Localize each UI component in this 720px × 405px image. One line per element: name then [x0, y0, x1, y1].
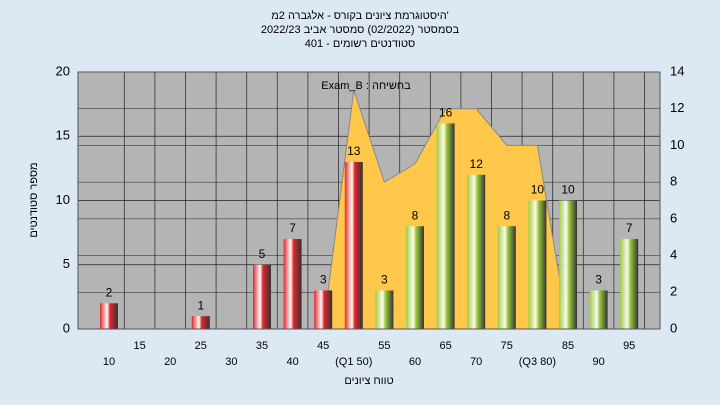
y2-tick-label: 2 — [670, 284, 677, 299]
x-tick-label: 40 — [286, 356, 298, 368]
y-tick-label: 0 — [63, 320, 70, 335]
y2-tick-label: 14 — [670, 63, 684, 78]
bar — [100, 303, 118, 329]
y2-tick-label: 0 — [670, 320, 677, 335]
data-label: 8 — [503, 208, 510, 222]
bar — [559, 200, 577, 329]
bar — [528, 200, 547, 329]
x-tick-label: 60 — [409, 356, 421, 368]
data-label: 2 — [106, 285, 113, 299]
bar — [314, 290, 333, 329]
data-label: 7 — [626, 221, 633, 235]
chart-subtitle: בסמסטר (02/2022) סמסטר אביב 2022/23 — [261, 24, 460, 36]
data-label: 10 — [531, 183, 545, 197]
bar — [283, 239, 302, 329]
x-tick-label: 75 — [501, 340, 513, 352]
chart-subtitle: סטודנטים רשומים - 401 — [305, 38, 416, 50]
data-label: 7 — [289, 221, 296, 235]
data-label: 13 — [347, 144, 361, 158]
x-tick-label: 20 — [164, 356, 176, 368]
x-tick-label: 15 — [133, 340, 145, 352]
x-tick-label: 70 — [470, 356, 482, 368]
y2-tick-label: 4 — [670, 247, 677, 262]
x-tick-label: 65 — [439, 340, 451, 352]
x-tick-label: 85 — [562, 340, 574, 352]
y-tick-label: 15 — [56, 128, 70, 143]
x-tick-label: 55 — [378, 340, 390, 352]
y-tick-label: 20 — [56, 63, 70, 78]
x-tick-label: 30 — [225, 356, 237, 368]
bar — [253, 264, 271, 329]
x-tick-label: 35 — [256, 340, 268, 352]
y2-tick-label: 10 — [670, 137, 684, 152]
annotation: Exam_B : בחשיחה — [321, 80, 411, 92]
bar — [620, 239, 639, 329]
bar — [467, 174, 486, 329]
data-label: 3 — [595, 273, 602, 287]
bar — [589, 290, 608, 329]
y2-tick-label: 6 — [670, 210, 677, 225]
x-axis-label: טווח ציונים — [344, 375, 393, 387]
bar — [497, 226, 516, 329]
data-label: 1 — [197, 298, 204, 312]
x-tick-label: 45 — [317, 340, 329, 352]
y-tick-label: 10 — [56, 192, 70, 207]
x-tick-label: 10 — [103, 356, 115, 368]
y2-tick-label: 8 — [670, 174, 677, 189]
bar — [191, 316, 210, 329]
data-label: 10 — [561, 183, 575, 197]
y-tick-label: 5 — [63, 256, 70, 271]
x-tick-label: (Q1 50) — [335, 356, 372, 368]
y2-tick-label: 12 — [670, 100, 684, 115]
data-label: 5 — [259, 247, 266, 261]
y-axis-label: מספר סטודנטים — [28, 162, 40, 237]
data-label: 3 — [320, 273, 327, 287]
bar — [406, 226, 424, 329]
data-label: 16 — [439, 106, 453, 120]
bar — [436, 123, 455, 330]
x-tick-label: (Q3 80) — [519, 356, 556, 368]
x-tick-label: 90 — [592, 356, 604, 368]
data-label: 12 — [470, 157, 484, 171]
data-label: 8 — [412, 208, 419, 222]
x-tick-label: 95 — [623, 340, 635, 352]
chart-title: היסטוגרמת ציונים בקורס - אלגברה 2מ' — [271, 9, 449, 22]
bar — [375, 290, 394, 329]
plot-border — [77, 71, 661, 330]
bar — [344, 161, 363, 329]
x-tick-label: 25 — [195, 340, 207, 352]
data-label: 3 — [381, 273, 388, 287]
